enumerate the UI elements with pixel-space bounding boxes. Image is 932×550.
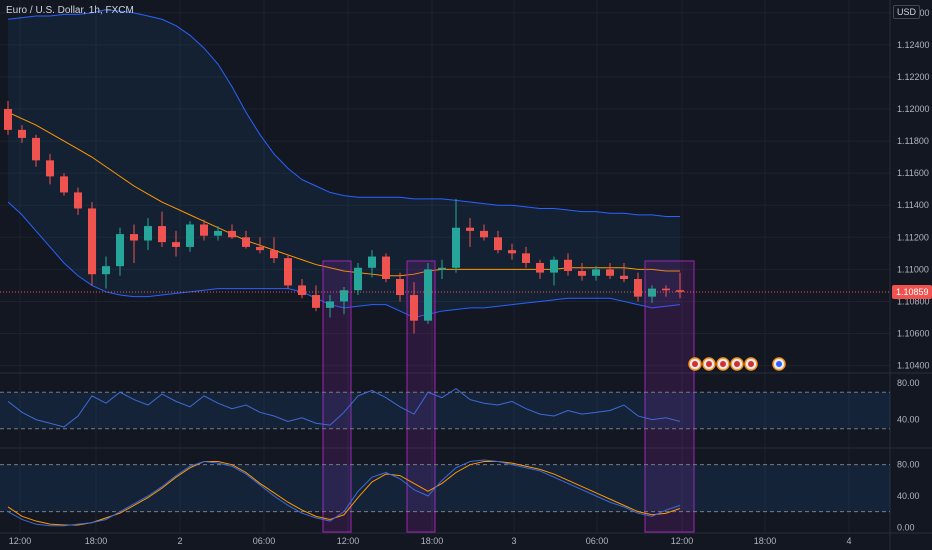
candle-body xyxy=(634,279,642,297)
rsi-line xyxy=(7,387,681,428)
current-price-tag xyxy=(892,284,932,299)
candle-body xyxy=(298,285,306,296)
time-axis-label: 18:00 xyxy=(754,536,777,546)
stoch-axis-label: 40.00 xyxy=(897,491,920,501)
candle-body xyxy=(284,258,292,286)
candle-body xyxy=(508,250,516,254)
candle-body xyxy=(410,295,418,321)
stoch-axis-label: 80.00 xyxy=(897,460,920,470)
candle-body xyxy=(88,208,96,275)
price-axis-label: 1.12000 xyxy=(897,104,930,114)
candles xyxy=(4,101,684,334)
price-axis-label: 1.11400 xyxy=(897,200,929,210)
candle-body xyxy=(4,109,12,130)
candle-body xyxy=(46,160,54,177)
candle-body xyxy=(74,192,82,209)
rsi-axis-label: 80.00 xyxy=(897,378,920,388)
candle-body xyxy=(550,259,558,273)
candle-body xyxy=(116,234,124,267)
candle-body xyxy=(452,227,460,268)
candle-body xyxy=(158,226,166,243)
event-marker-dot xyxy=(748,361,754,367)
candle-body xyxy=(466,227,474,231)
event-marker-dot xyxy=(776,361,782,367)
event-marker-dot xyxy=(720,361,726,367)
candle-body xyxy=(382,256,390,279)
price-axis-label: 1.11800 xyxy=(897,136,929,146)
price-axis-label: 1.10400 xyxy=(897,361,930,371)
price-axis-label: 1.12200 xyxy=(897,72,930,82)
event-marker-dot xyxy=(692,361,698,367)
time-axis-label: 3 xyxy=(511,536,516,546)
currency-label[interactable]: USD xyxy=(892,5,920,19)
candle-body xyxy=(130,234,138,241)
candle-body xyxy=(214,230,222,236)
price-axis-label: 1.10800 xyxy=(897,296,930,306)
rsi-axis-label: 40.00 xyxy=(897,415,920,425)
candle-body xyxy=(256,246,264,251)
candle-body xyxy=(522,253,530,263)
symbol-title: Euro / U.S. Dollar, 1h, FXCM xyxy=(6,5,134,16)
stoch-axis-label: 0.00 xyxy=(897,522,915,532)
price-axis-label: 1.10600 xyxy=(897,329,930,339)
candle-body xyxy=(312,295,320,308)
candle-body xyxy=(354,267,362,291)
candle-body xyxy=(18,129,26,138)
candle-body xyxy=(60,176,68,193)
candle-body xyxy=(144,226,152,241)
time-axis-label: 2 xyxy=(177,536,182,546)
time-axis-label: 12:00 xyxy=(337,536,360,546)
candle-body xyxy=(186,224,194,247)
candle-body xyxy=(102,266,110,275)
candle-body xyxy=(578,270,586,276)
candle-body xyxy=(242,237,250,247)
event-marker-dot xyxy=(734,361,740,367)
highlight-zone xyxy=(644,260,695,533)
candle-body xyxy=(340,290,348,302)
candle-body xyxy=(424,269,432,321)
stoch-d-line xyxy=(7,461,681,526)
candle-body xyxy=(228,230,236,238)
candle-body xyxy=(172,242,180,247)
price-axis-label: 1.11200 xyxy=(897,232,929,242)
time-axis-label: 12:00 xyxy=(9,536,32,546)
candle-body xyxy=(494,237,502,251)
candle-body xyxy=(676,290,684,292)
rsi-band xyxy=(0,392,890,429)
candle-body xyxy=(270,250,278,259)
current-price-label: 1.10859 xyxy=(896,287,929,297)
candle-body xyxy=(606,269,614,276)
bollinger-upper-line xyxy=(7,9,680,217)
time-axis-label: 06:00 xyxy=(253,536,276,546)
time-axis-label: 4 xyxy=(846,536,851,546)
candle-body xyxy=(480,230,488,238)
candle-body xyxy=(662,288,670,291)
candle-body xyxy=(368,256,376,268)
candle-body xyxy=(564,259,572,271)
time-axis-label: 06:00 xyxy=(586,536,609,546)
candle-body xyxy=(396,279,404,296)
stoch-band xyxy=(0,464,890,512)
price-axis-label: 1.11600 xyxy=(897,168,929,178)
candle-body xyxy=(620,275,628,279)
candle-body xyxy=(200,224,208,236)
candle-body xyxy=(592,269,600,276)
event-marker-dot xyxy=(706,361,712,367)
candle-body xyxy=(648,288,656,297)
price-axis-label: 1.12400 xyxy=(897,40,930,50)
candle-body xyxy=(32,137,40,161)
time-axis-label: 18:00 xyxy=(421,536,444,546)
candle-body xyxy=(438,267,446,270)
stoch-k-line xyxy=(7,459,681,527)
time-axis-label: 18:00 xyxy=(85,536,108,546)
candle-body xyxy=(326,301,334,308)
time-axis-label: 12:00 xyxy=(671,536,694,546)
price-axis-label: 1.11000 xyxy=(897,264,929,274)
candle-body xyxy=(536,262,544,273)
